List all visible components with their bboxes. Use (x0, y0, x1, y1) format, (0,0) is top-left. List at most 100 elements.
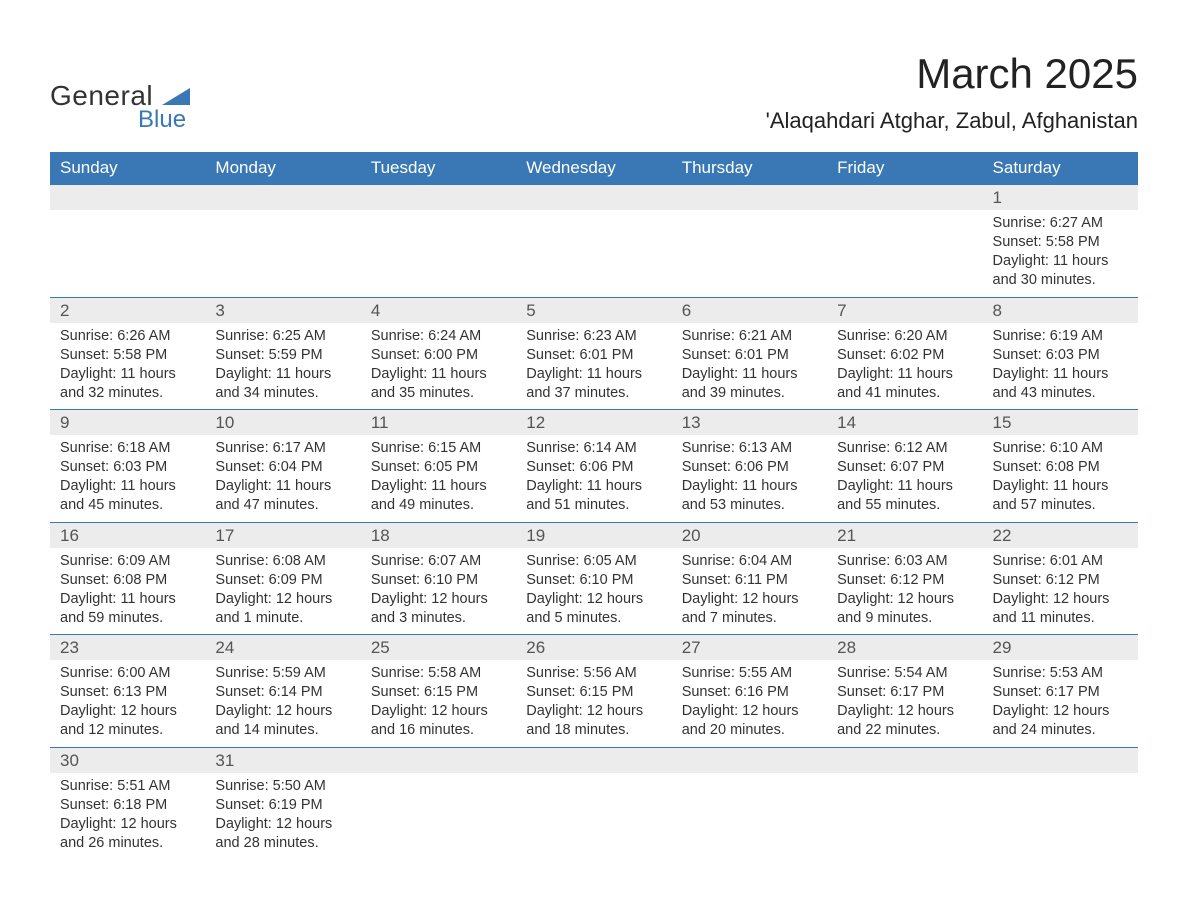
day-number (361, 185, 516, 210)
day-number: 22 (983, 523, 1138, 548)
day-cell: Sunrise: 6:12 AMSunset: 6:07 PMDaylight:… (827, 435, 982, 522)
sunset-text: Sunset: 6:02 PM (837, 346, 972, 365)
day-number: 28 (827, 635, 982, 660)
day-cell (516, 773, 671, 860)
day-cell (205, 210, 360, 297)
daylight-text: Daylight: 11 hours and 34 minutes. (215, 365, 350, 403)
dow-cell: Friday (827, 152, 982, 185)
day-number: 6 (672, 298, 827, 323)
day-cell (827, 210, 982, 297)
sunset-text: Sunset: 6:08 PM (993, 458, 1128, 477)
day-number: 27 (672, 635, 827, 660)
day-number: 31 (205, 748, 360, 773)
sunrise-text: Sunrise: 5:53 AM (993, 664, 1128, 683)
day-number (672, 185, 827, 210)
daylight-text: Daylight: 11 hours and 39 minutes. (682, 365, 817, 403)
title-block: March 2025 'Alaqahdari Atghar, Zabul, Af… (766, 50, 1138, 134)
sunrise-text: Sunrise: 5:59 AM (215, 664, 350, 683)
day-number: 12 (516, 410, 671, 435)
daylight-text: Daylight: 11 hours and 30 minutes. (993, 252, 1128, 290)
calendar-page: General Blue March 2025 'Alaqahdari Atgh… (0, 0, 1188, 899)
sunrise-text: Sunrise: 5:55 AM (682, 664, 817, 683)
day-number: 23 (50, 635, 205, 660)
day-cell: Sunrise: 6:15 AMSunset: 6:05 PMDaylight:… (361, 435, 516, 522)
sunset-text: Sunset: 6:00 PM (371, 346, 506, 365)
day-cell (672, 773, 827, 860)
day-cell: Sunrise: 6:20 AMSunset: 6:02 PMDaylight:… (827, 323, 982, 410)
day-cell (50, 210, 205, 297)
daylight-text: Daylight: 12 hours and 5 minutes. (526, 590, 661, 628)
sunset-text: Sunset: 6:10 PM (526, 571, 661, 590)
day-number: 11 (361, 410, 516, 435)
daylight-text: Daylight: 11 hours and 53 minutes. (682, 477, 817, 515)
day-number: 18 (361, 523, 516, 548)
day-cell (361, 210, 516, 297)
daylight-text: Daylight: 11 hours and 45 minutes. (60, 477, 195, 515)
day-cell: Sunrise: 6:04 AMSunset: 6:11 PMDaylight:… (672, 548, 827, 635)
day-number: 2 (50, 298, 205, 323)
dow-cell: Wednesday (516, 152, 671, 185)
daylight-text: Daylight: 12 hours and 28 minutes. (215, 815, 350, 853)
day-cell: Sunrise: 6:23 AMSunset: 6:01 PMDaylight:… (516, 323, 671, 410)
day-cell (361, 773, 516, 860)
week-body-row: Sunrise: 6:09 AMSunset: 6:08 PMDaylight:… (50, 548, 1138, 635)
sunset-text: Sunset: 5:59 PM (215, 346, 350, 365)
sunset-text: Sunset: 6:10 PM (371, 571, 506, 590)
sunset-text: Sunset: 5:58 PM (993, 233, 1128, 252)
sunrise-text: Sunrise: 6:00 AM (60, 664, 195, 683)
dow-cell: Saturday (983, 152, 1138, 185)
day-number: 7 (827, 298, 982, 323)
month-title: March 2025 (766, 50, 1138, 98)
day-cell: Sunrise: 6:09 AMSunset: 6:08 PMDaylight:… (50, 548, 205, 635)
day-number: 10 (205, 410, 360, 435)
sunrise-text: Sunrise: 6:26 AM (60, 327, 195, 346)
sunrise-text: Sunrise: 6:20 AM (837, 327, 972, 346)
day-cell (672, 210, 827, 297)
daylight-text: Daylight: 12 hours and 16 minutes. (371, 702, 506, 740)
day-number-strip: 3031 (50, 747, 1138, 773)
week-body-row: Sunrise: 6:27 AMSunset: 5:58 PMDaylight:… (50, 210, 1138, 297)
daylight-text: Daylight: 11 hours and 47 minutes. (215, 477, 350, 515)
sunset-text: Sunset: 6:17 PM (837, 683, 972, 702)
day-cell: Sunrise: 6:26 AMSunset: 5:58 PMDaylight:… (50, 323, 205, 410)
day-cell: Sunrise: 6:14 AMSunset: 6:06 PMDaylight:… (516, 435, 671, 522)
day-number: 1 (983, 185, 1138, 210)
sunrise-text: Sunrise: 6:05 AM (526, 552, 661, 571)
day-cell: Sunrise: 5:51 AMSunset: 6:18 PMDaylight:… (50, 773, 205, 860)
sunrise-text: Sunrise: 6:08 AM (215, 552, 350, 571)
sunset-text: Sunset: 6:07 PM (837, 458, 972, 477)
brand-logo: General Blue (50, 50, 190, 134)
day-number (983, 748, 1138, 773)
day-cell: Sunrise: 6:08 AMSunset: 6:09 PMDaylight:… (205, 548, 360, 635)
daylight-text: Daylight: 11 hours and 35 minutes. (371, 365, 506, 403)
day-number: 20 (672, 523, 827, 548)
daylight-text: Daylight: 12 hours and 20 minutes. (682, 702, 817, 740)
daylight-text: Daylight: 12 hours and 1 minute. (215, 590, 350, 628)
day-number-strip: 2345678 (50, 297, 1138, 323)
sunset-text: Sunset: 6:17 PM (993, 683, 1128, 702)
sunrise-text: Sunrise: 6:10 AM (993, 439, 1128, 458)
sunset-text: Sunset: 6:06 PM (682, 458, 817, 477)
day-cell: Sunrise: 6:27 AMSunset: 5:58 PMDaylight:… (983, 210, 1138, 297)
sunrise-text: Sunrise: 5:56 AM (526, 664, 661, 683)
dow-cell: Tuesday (361, 152, 516, 185)
sunrise-text: Sunrise: 6:04 AM (682, 552, 817, 571)
day-number (827, 748, 982, 773)
day-number (827, 185, 982, 210)
daylight-text: Daylight: 12 hours and 7 minutes. (682, 590, 817, 628)
sunrise-text: Sunrise: 6:18 AM (60, 439, 195, 458)
sunrise-text: Sunrise: 6:13 AM (682, 439, 817, 458)
day-number: 19 (516, 523, 671, 548)
sunset-text: Sunset: 6:03 PM (993, 346, 1128, 365)
day-number (361, 748, 516, 773)
day-number: 15 (983, 410, 1138, 435)
page-header: General Blue March 2025 'Alaqahdari Atgh… (50, 50, 1138, 134)
daylight-text: Daylight: 12 hours and 26 minutes. (60, 815, 195, 853)
day-number: 26 (516, 635, 671, 660)
daylight-text: Daylight: 11 hours and 43 minutes. (993, 365, 1128, 403)
sunset-text: Sunset: 6:09 PM (215, 571, 350, 590)
day-number-strip: 1 (50, 185, 1138, 210)
day-number (50, 185, 205, 210)
day-number-strip: 9101112131415 (50, 409, 1138, 435)
sunrise-text: Sunrise: 6:24 AM (371, 327, 506, 346)
